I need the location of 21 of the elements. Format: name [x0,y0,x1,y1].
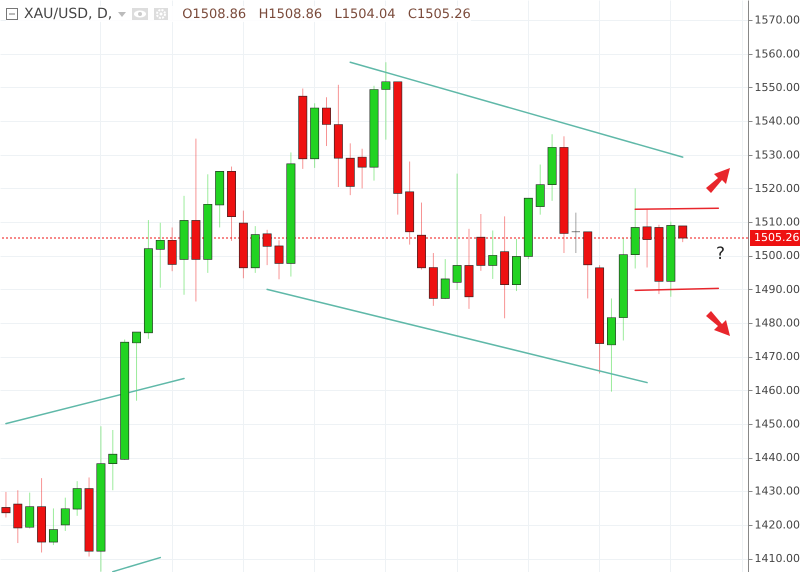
y-tick-label: 1410.00 [754,552,800,566]
y-tick-label: 1540.00 [754,114,800,128]
y-tick-label: 1440.00 [754,451,800,464]
y-tick-label: 1430.00 [754,484,800,498]
y-tick-label: 1460.00 [754,384,800,397]
chart-title: XAU/USD, D, [24,6,112,22]
y-tick-label: 1490.00 [754,282,800,296]
y-tick-label: 1470.00 [754,350,800,364]
ref-line-label: 1505.26 [754,231,800,244]
y-tick-label: 1530.00 [754,148,800,162]
y-tick-label: 1450.00 [754,417,800,430]
y-tick-label: 1510.00 [754,216,800,229]
y-tick-label: 1550.00 [754,80,800,94]
y-tick-label: 1570.00 [754,14,800,27]
text: O1508.86 H1508.86 L1504.04 C1505.26 [182,6,471,22]
annotation: ? [716,244,726,264]
y-tick-label: 1480.00 [754,316,800,330]
y-tick-label: 1420.00 [754,518,800,532]
y-tick-label: 1520.00 [754,182,800,195]
y-tick-label: 1500.00 [754,249,800,262]
y-tick-label: 1560.00 [754,47,800,60]
